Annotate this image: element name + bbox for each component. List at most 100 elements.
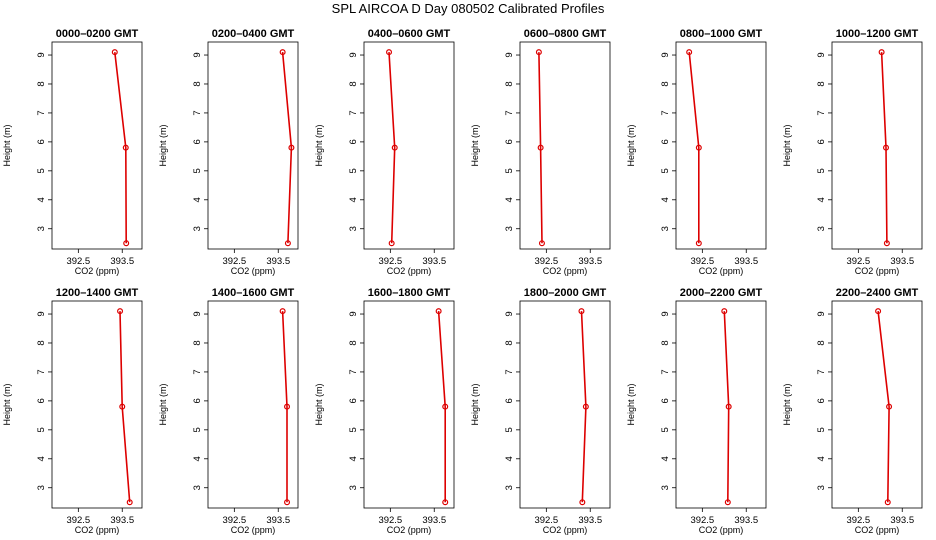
plot-frame <box>51 41 143 250</box>
panel-title: 1000–1200 GMT <box>836 28 919 40</box>
x-tick-label: 392.5 <box>534 515 558 526</box>
y-tick-label: 4 <box>504 456 515 461</box>
panel-title: 2000–2200 GMT <box>680 287 763 299</box>
y-tick-label: 8 <box>660 81 671 86</box>
y-tick-label: 7 <box>816 110 827 115</box>
panel-title: 0200–0400 GMT <box>212 28 295 40</box>
profile-point <box>279 49 286 56</box>
y-tick-label: 3 <box>36 485 47 490</box>
profile-line <box>538 52 543 244</box>
x-tick-label: 392.5 <box>846 515 870 526</box>
profile-point <box>119 403 126 410</box>
plot-frame <box>519 300 611 509</box>
x-axis-label: CO2 (ppm) <box>855 266 900 276</box>
y-tick-label: 7 <box>816 369 827 374</box>
y-tick-label: 8 <box>348 340 359 345</box>
profile-point <box>579 499 586 506</box>
y-tick-label: 5 <box>348 427 359 432</box>
profile-point <box>435 308 442 315</box>
y-tick-label: 4 <box>504 197 515 202</box>
y-axis-label: Height (m) <box>782 383 792 425</box>
profile-point <box>442 499 449 506</box>
profile-line <box>880 52 888 244</box>
plot-frame <box>207 300 299 509</box>
y-tick-label: 8 <box>192 340 203 345</box>
y-tick-label: 9 <box>504 52 515 57</box>
profile-panel: 2200–2400 GMT 392.5 393.5 3 4 5 6 7 8 9 CO2 (ppm) H… <box>782 287 923 535</box>
profile-panel: 0000–0200 GMT 392.5 393.5 3 4 5 6 7 8 9 CO2 (ppm) H… <box>2 28 143 276</box>
y-tick-label: 6 <box>36 139 47 144</box>
plot-frame <box>831 41 923 250</box>
profile-point <box>442 403 449 410</box>
y-tick-label: 7 <box>192 369 203 374</box>
y-tick-label: 5 <box>36 168 47 173</box>
y-tick-label: 4 <box>660 456 671 461</box>
x-tick-label: 392.5 <box>66 256 90 267</box>
plot-frame <box>207 41 299 250</box>
x-axis-label: CO2 (ppm) <box>699 266 744 276</box>
y-tick-label: 5 <box>816 427 827 432</box>
y-tick-label: 7 <box>192 110 203 115</box>
profile-point <box>117 308 124 315</box>
y-tick-label: 8 <box>36 340 47 345</box>
y-tick-label: 6 <box>348 139 359 144</box>
panel-title: 1200–1400 GMT <box>56 287 139 299</box>
plot-frame <box>51 300 143 509</box>
profile-panel: 0200–0400 GMT 392.5 393.5 3 4 5 6 7 8 9 CO2 (ppm) H… <box>158 28 299 276</box>
y-tick-label: 7 <box>660 110 671 115</box>
y-tick-label: 8 <box>504 81 515 86</box>
y-tick-label: 6 <box>348 398 359 403</box>
profile-point <box>122 144 129 151</box>
y-tick-label: 8 <box>816 81 827 86</box>
profile-line <box>281 52 293 244</box>
profile-line <box>723 311 730 503</box>
y-tick-label: 6 <box>816 139 827 144</box>
y-tick-label: 8 <box>816 340 827 345</box>
profile-point <box>284 240 291 247</box>
y-tick-label: 6 <box>36 398 47 403</box>
panel-title: 0600–0800 GMT <box>524 28 607 40</box>
y-tick-label: 4 <box>36 197 47 202</box>
y-tick-label: 6 <box>660 398 671 403</box>
y-tick-label: 7 <box>348 110 359 115</box>
profile-line <box>688 52 700 244</box>
profile-point <box>695 240 702 247</box>
x-axis-label: CO2 (ppm) <box>543 266 588 276</box>
y-tick-label: 8 <box>504 340 515 345</box>
y-axis-label: Height (m) <box>158 383 168 425</box>
plot-frame <box>519 41 611 250</box>
y-tick-label: 5 <box>504 427 515 432</box>
y-tick-label: 5 <box>660 427 671 432</box>
profile-panel: 1400–1600 GMT 392.5 393.5 3 4 5 6 7 8 9 CO2 (ppm) H… <box>158 287 299 535</box>
y-tick-label: 4 <box>816 456 827 461</box>
y-tick-label: 3 <box>504 485 515 490</box>
x-axis-label: CO2 (ppm) <box>855 525 900 535</box>
profile-point <box>279 308 286 315</box>
x-axis-label: CO2 (ppm) <box>231 266 276 276</box>
y-tick-label: 8 <box>192 81 203 86</box>
y-tick-label: 6 <box>504 139 515 144</box>
x-axis-label: CO2 (ppm) <box>387 525 432 535</box>
profile-panel: 1800–2000 GMT 392.5 393.5 3 4 5 6 7 8 9 CO2 (ppm) H… <box>470 287 611 535</box>
y-tick-label: 7 <box>36 369 47 374</box>
y-tick-label: 4 <box>192 456 203 461</box>
y-tick-label: 3 <box>816 485 827 490</box>
y-axis-label: Height (m) <box>782 124 792 166</box>
y-axis-label: Height (m) <box>470 124 480 166</box>
y-tick-label: 4 <box>348 197 359 202</box>
x-tick-label: 393.5 <box>734 515 758 526</box>
plot-frame <box>363 41 455 250</box>
plot-frame <box>831 300 923 509</box>
profile-line <box>877 311 890 503</box>
y-tick-label: 4 <box>192 197 203 202</box>
profile-point <box>288 144 295 151</box>
x-tick-label: 392.5 <box>222 515 246 526</box>
profile-point <box>123 240 130 247</box>
x-tick-label: 392.5 <box>222 256 246 267</box>
y-axis-label: Height (m) <box>626 124 636 166</box>
panel-grid: 0000–0200 GMT 392.5 393.5 3 4 5 6 7 8 9 CO2 (ppm) H… <box>2 28 923 535</box>
profile-panel: 1600–1800 GMT 392.5 393.5 3 4 5 6 7 8 9 CO2 (ppm) H… <box>314 287 455 535</box>
y-axis-label: Height (m) <box>626 383 636 425</box>
y-tick-label: 5 <box>348 168 359 173</box>
y-tick-label: 5 <box>192 427 203 432</box>
